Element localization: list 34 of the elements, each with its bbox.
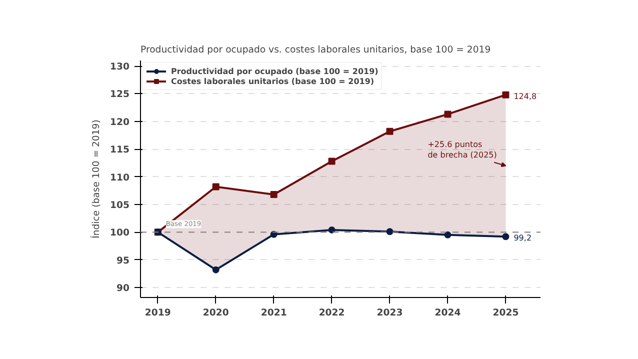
data-label: 99,2	[514, 234, 532, 243]
y-tick-label: 110	[110, 172, 130, 184]
x-tick-label: 2021	[260, 308, 287, 318]
chart-title: Productividad por ocupado vs. costes laborales unitarios, base 100 = 2019	[140, 44, 491, 56]
y-tick-label: 105	[110, 200, 130, 211]
x-tick-label: 2024	[434, 308, 462, 318]
x-tick-label: 2020	[202, 308, 230, 318]
x-tick-label: 2022	[318, 308, 345, 318]
point	[328, 158, 336, 165]
point	[386, 228, 394, 236]
y-tick-label: 100	[110, 228, 130, 239]
legend-label: Costes laborales unitarios (base 100 = 2019)	[171, 76, 374, 86]
point	[502, 91, 510, 98]
point	[270, 191, 278, 198]
point	[328, 226, 336, 234]
y-tick-label: 120	[110, 116, 130, 128]
point	[502, 233, 510, 240]
y-tick-label: 125	[110, 89, 130, 100]
x-tick-label: 2019	[144, 308, 171, 318]
y-tick-label: 115	[110, 144, 130, 156]
x-tick-label: 2025	[492, 308, 519, 318]
y-tick-label: 130	[110, 62, 130, 73]
data-label: 124,8	[514, 92, 537, 101]
point	[444, 110, 452, 118]
point	[444, 231, 452, 238]
point	[386, 128, 394, 135]
annotation: +25.6 puntos de brecha (2025)	[428, 140, 497, 160]
y-tick-label: 95	[116, 255, 130, 266]
x-tick-label: 2023	[376, 308, 403, 318]
point	[212, 266, 220, 274]
point	[212, 183, 220, 190]
y-axis-title: Índice (base 100 = 2019)	[90, 120, 102, 238]
legend-label: Productividad por ocupado (base 100 = 2019)	[171, 66, 378, 76]
y-tick-label: 90	[116, 283, 130, 294]
